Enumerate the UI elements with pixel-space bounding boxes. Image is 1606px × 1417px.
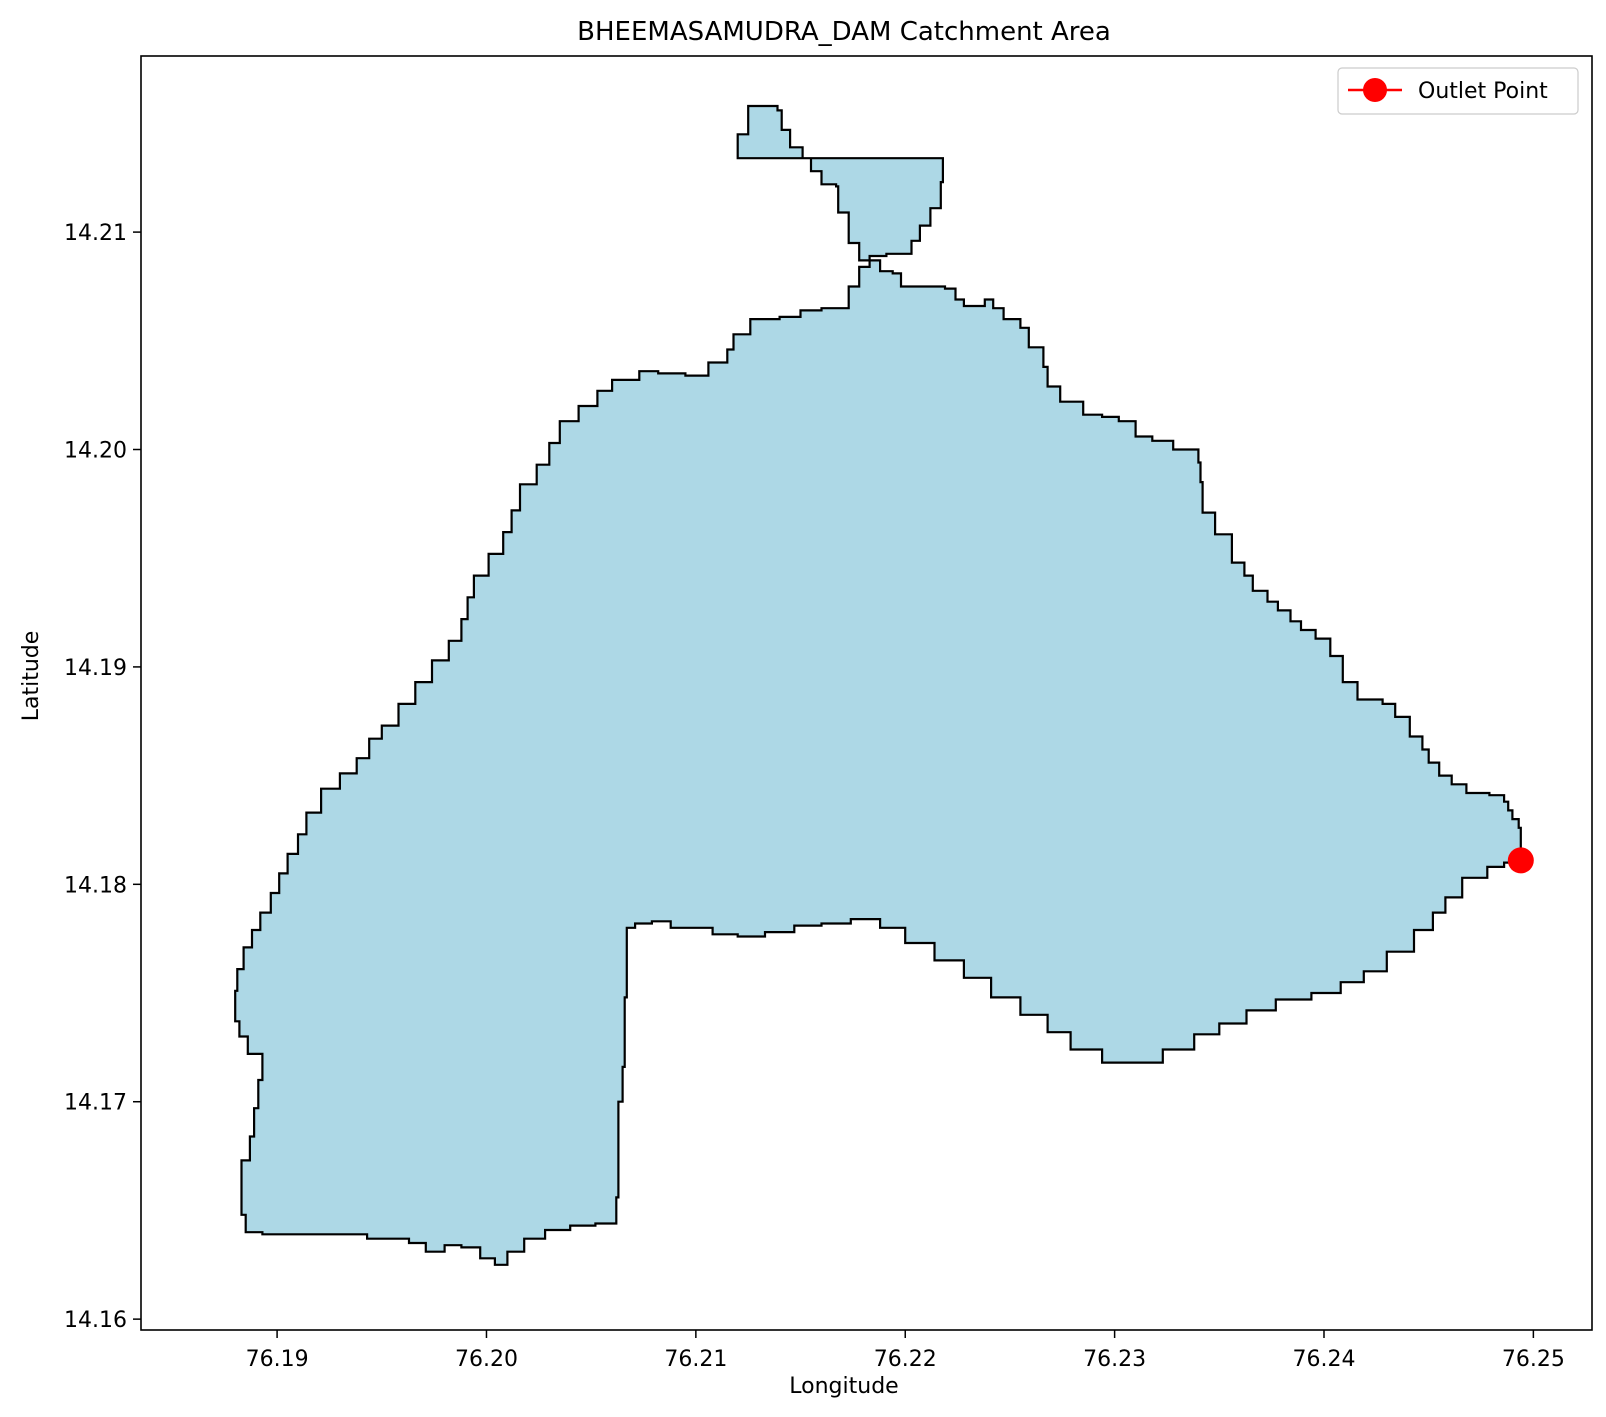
- outlet-point-marker: [1507, 847, 1534, 874]
- plot-area: [234, 104, 1522, 1266]
- outlet-layer: [1507, 847, 1534, 874]
- catchment-polygon: [234, 104, 1522, 1266]
- y-tick-label: 14.20: [64, 439, 127, 464]
- y-tick-label: 14.16: [64, 1308, 127, 1333]
- x-tick-label: 76.22: [874, 1347, 937, 1372]
- legend-label-outlet: Outlet Point: [1418, 79, 1548, 104]
- axes-frame: [140, 55, 1593, 1331]
- x-axis-label: Longitude: [789, 1374, 898, 1399]
- x-tick-label: 76.23: [1083, 1347, 1146, 1372]
- y-axis-ticks: 14.16 14.17 14.18 14.19 14.20 14.21: [64, 221, 141, 1333]
- x-tick-label: 76.25: [1502, 1347, 1565, 1372]
- x-tick-label: 76.19: [246, 1347, 309, 1372]
- chart-title: BHEEMASAMUDRA_DAM Catchment Area: [577, 17, 1111, 47]
- x-tick-label: 76.21: [664, 1347, 727, 1372]
- y-axis-label: Latitude: [19, 631, 44, 722]
- legend-marker-swatch: [1363, 78, 1387, 102]
- x-axis-ticks: 76.19 76.20 76.21 76.22 76.23 76.24 76.25: [246, 1330, 1565, 1372]
- y-tick-label: 14.17: [64, 1091, 127, 1116]
- y-tick-label: 14.18: [64, 873, 127, 898]
- y-tick-label: 14.21: [64, 221, 127, 246]
- y-tick-label: 14.19: [64, 656, 127, 681]
- x-tick-label: 76.20: [455, 1347, 518, 1372]
- legend: Outlet Point: [1337, 67, 1579, 115]
- x-tick-label: 76.24: [1293, 1347, 1356, 1372]
- legend-box: [1337, 67, 1579, 115]
